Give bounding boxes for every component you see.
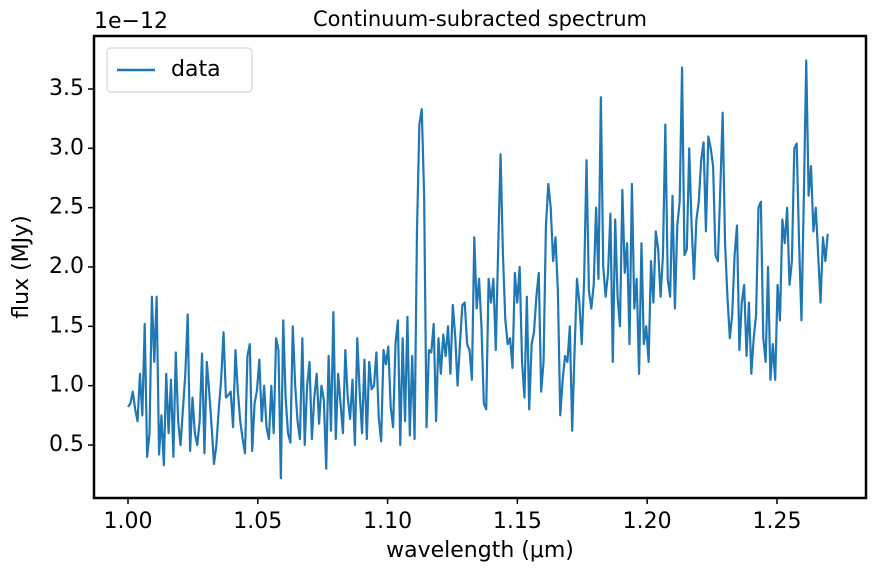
x-tick-label: 1.20 xyxy=(623,509,672,534)
x-axis-label: wavelength (μm) xyxy=(386,538,574,563)
legend-label: data xyxy=(171,57,221,82)
y-tick-label: 2.0 xyxy=(49,254,84,279)
y-tick-label: 1.5 xyxy=(49,313,84,338)
x-tick-label: 1.00 xyxy=(104,509,153,534)
y-axis-label: flux (MJy) xyxy=(9,215,34,318)
y-tick-label: 3.5 xyxy=(49,76,84,101)
plot-frame xyxy=(92,34,868,500)
chart-title: Continuum-subracted spectrum xyxy=(313,7,647,31)
x-tick-label: 1.05 xyxy=(233,509,282,534)
legend-box xyxy=(106,47,253,93)
y-tick-label: 3.0 xyxy=(49,135,84,160)
legend: data xyxy=(106,47,253,93)
x-tick-label: 1.25 xyxy=(752,509,801,534)
y-tick-label: 1.0 xyxy=(49,373,84,398)
y-tick-label: 0.5 xyxy=(49,432,84,457)
x-tick-label: 1.10 xyxy=(363,509,412,534)
y-tick-label: 2.5 xyxy=(49,195,84,220)
x-tick-label: 1.15 xyxy=(493,509,542,534)
y-offset-text: 1e−12 xyxy=(94,9,168,34)
data-line xyxy=(127,59,829,480)
